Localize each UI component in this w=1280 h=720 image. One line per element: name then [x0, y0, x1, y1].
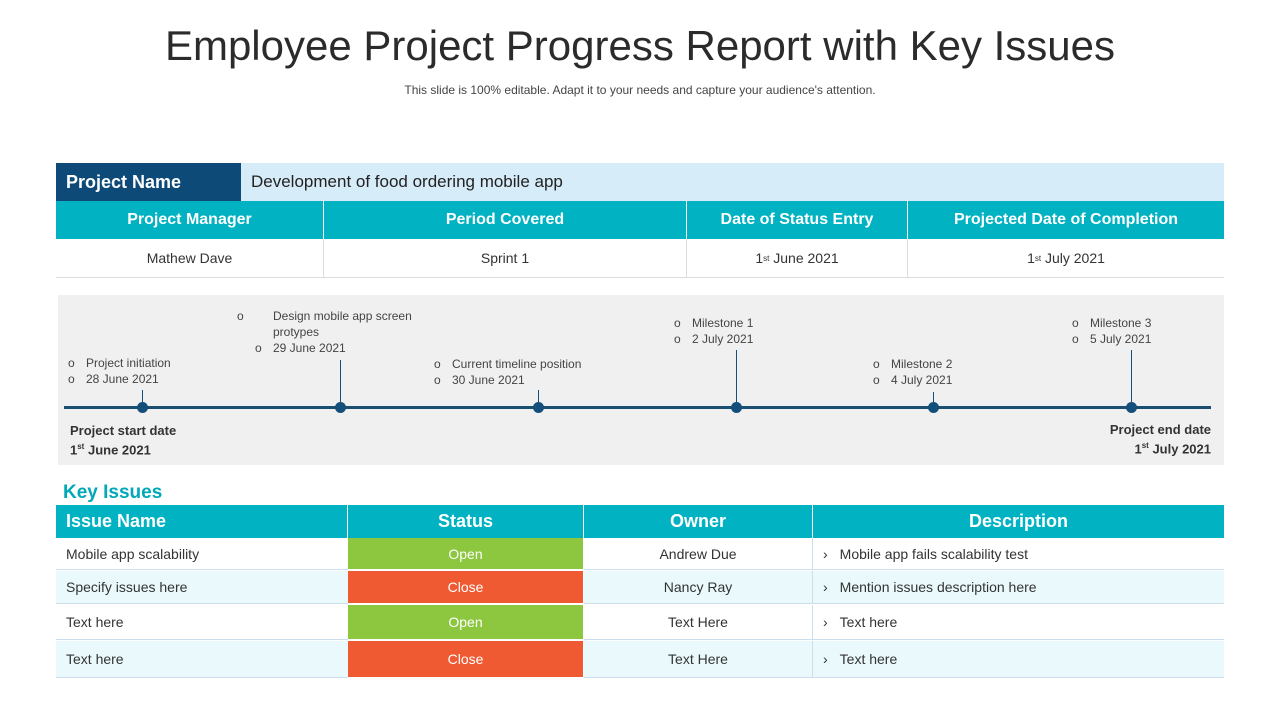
rest: June 2021: [84, 442, 151, 458]
end-date: 1st July 2021: [1110, 438, 1211, 457]
start-label: Project start date: [70, 423, 177, 438]
description-cell: Text here: [813, 641, 1224, 678]
event-line: 5 July 2021: [1072, 331, 1151, 347]
project-start: Project start date 1st June 2021: [70, 423, 176, 458]
timeline-event-label: Milestone 35 July 2021: [1072, 315, 1151, 347]
description-cell: Mobile app fails scalability test: [813, 538, 1224, 570]
timeline-stem: [340, 360, 341, 406]
timeline-marker: [137, 402, 148, 413]
end-label: Project end date: [1109, 422, 1211, 437]
day: 1: [755, 250, 764, 266]
owner-cell: Andrew Due: [584, 538, 813, 570]
event-line: Milestone 3: [1072, 315, 1151, 331]
issue-name-cell: Text here: [56, 641, 348, 678]
header-completion: Projected Date of Completion: [908, 201, 1224, 239]
event-line: Milestone 2: [873, 356, 952, 372]
event-line: 4 July 2021: [873, 372, 952, 388]
project-manager-value: Mathew Dave: [56, 239, 324, 278]
key-issues-title: Key Issues: [63, 482, 163, 503]
issue-name-cell: Text here: [56, 605, 348, 640]
sup: st: [77, 442, 85, 451]
timeline-marker: [731, 402, 742, 413]
header-project-manager: Project Manager: [56, 201, 324, 239]
sup: st: [1141, 441, 1149, 450]
timeline-marker: [533, 402, 544, 413]
status-badge: Close: [348, 641, 584, 678]
timeline-axis: [64, 406, 1211, 409]
event-line: 28 June 2021: [68, 371, 171, 387]
status-badge: Open: [348, 605, 584, 640]
timeline-event-label: Current timeline position30 June 2021: [434, 356, 581, 388]
header-issue-name: Issue Name: [56, 505, 348, 538]
status-badge: Close: [348, 571, 584, 604]
start-date: 1st June 2021: [70, 439, 176, 458]
timeline-event-label: Project initiation28 June 2021: [68, 355, 171, 387]
event-line: 2 July 2021: [674, 331, 753, 347]
owner-cell: Text Here: [584, 605, 813, 640]
timeline-marker: [335, 402, 346, 413]
page-subtitle: This slide is 100% editable. Adapt it to…: [404, 83, 876, 97]
timeline-stem: [538, 390, 539, 406]
owner-cell: Nancy Ray: [584, 571, 813, 604]
day: 1: [1134, 441, 1142, 457]
event-line: Milestone 1: [674, 315, 753, 331]
timeline-stem: [933, 392, 934, 406]
header-status: Status: [348, 505, 584, 538]
timeline-stem: [1131, 350, 1132, 406]
event-line: Design mobile app screen protypes: [255, 308, 440, 340]
period-covered-value: Sprint 1: [324, 239, 687, 278]
rest: July 2021: [1148, 441, 1211, 457]
timeline-stem: [736, 350, 737, 406]
day: 1: [70, 442, 78, 458]
event-line: 30 June 2021: [434, 372, 581, 388]
rest: July 2021: [1041, 250, 1105, 266]
timeline-event-label: Milestone 24 July 2021: [873, 356, 952, 388]
rest: June 2021: [769, 250, 839, 266]
timeline-marker: [1126, 402, 1137, 413]
project-end: Project end date 1st July 2021: [1110, 422, 1211, 457]
owner-cell: Text Here: [584, 641, 813, 678]
timeline-stem: [142, 390, 143, 406]
day: 1: [1027, 250, 1035, 266]
event-line: Project initiation: [68, 355, 171, 371]
project-name-value: Development of food ordering mobile app: [241, 163, 1224, 201]
description-cell: Mention issues description here: [813, 571, 1224, 604]
event-line: Current timeline position: [434, 356, 581, 372]
project-name-label: Project Name: [56, 163, 241, 201]
timeline-marker: [928, 402, 939, 413]
sup: st: [1034, 253, 1042, 263]
issue-name-cell: Mobile app scalability: [56, 538, 348, 570]
description-cell: Text here: [813, 605, 1224, 640]
event-line: 29 June 2021: [255, 340, 440, 356]
status-badge: Open: [348, 538, 584, 570]
page-title: Employee Project Progress Report with Ke…: [164, 22, 1116, 69]
timeline-panel: [58, 295, 1224, 465]
header-period-covered: Period Covered: [324, 201, 687, 239]
sup: st: [763, 253, 770, 263]
header-description: Description: [813, 505, 1224, 538]
timeline-event-label: Milestone 12 July 2021: [674, 315, 753, 347]
issue-name-cell: Specify issues here: [56, 571, 348, 604]
header-owner: Owner: [584, 505, 813, 538]
header-status-entry: Date of Status Entry: [687, 201, 908, 239]
timeline-event-label: Design mobile app screen protypes29 June…: [255, 308, 440, 356]
